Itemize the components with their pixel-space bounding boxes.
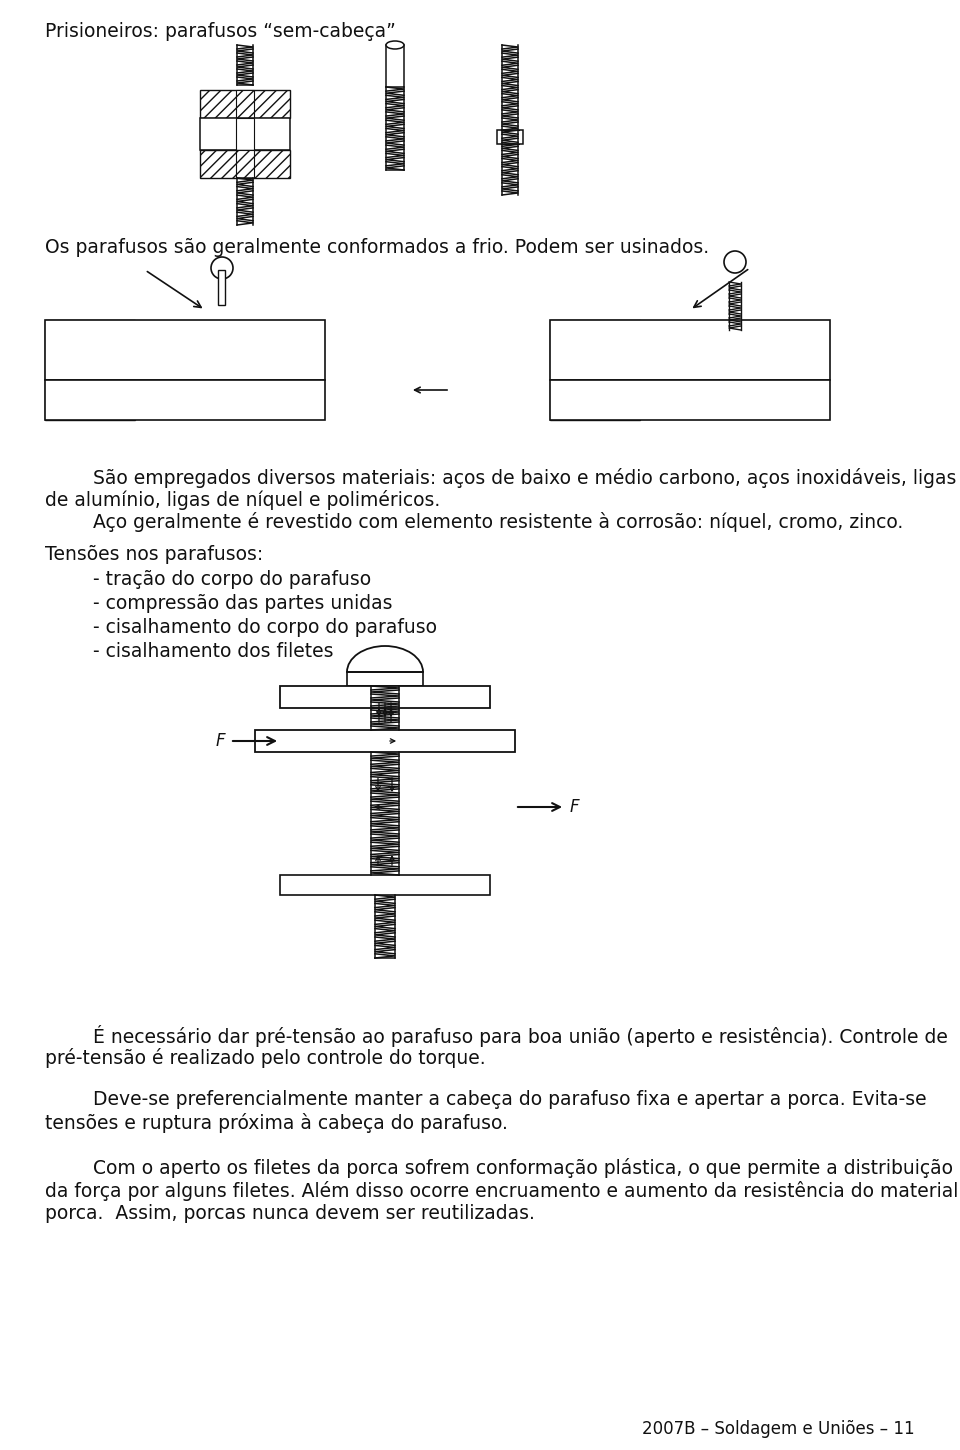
- Text: Aço geralmente é revestido com elemento resistente à corrosão: níquel, cromo, zi: Aço geralmente é revestido com elemento …: [45, 512, 903, 532]
- Text: Com o aperto os filetes da porca sofrem conformação plástica, o que permite a di: Com o aperto os filetes da porca sofrem …: [45, 1159, 953, 1177]
- Text: da força por alguns filetes. Além disso ocorre encruamento e aumento da resistên: da força por alguns filetes. Além disso …: [45, 1180, 960, 1201]
- Text: porca.  Assim, porcas nunca devem ser reutilizadas.: porca. Assim, porcas nunca devem ser reu…: [45, 1204, 535, 1222]
- Bar: [218, 270, 225, 304]
- Text: - tração do corpo do parafuso: - tração do corpo do parafuso: [45, 570, 372, 589]
- Bar: [550, 320, 640, 380]
- Text: Prisioneiros: parafusos “sem-cabeça”: Prisioneiros: parafusos “sem-cabeça”: [45, 22, 396, 41]
- Text: - cisalhamento do corpo do parafuso: - cisalhamento do corpo do parafuso: [45, 618, 437, 637]
- Text: - cisalhamento dos filetes: - cisalhamento dos filetes: [45, 642, 333, 661]
- Bar: [236, 149, 254, 178]
- Bar: [255, 729, 515, 753]
- Text: É necessário dar pré-tensão ao parafuso para boa união (aperto e resistência). C: É necessário dar pré-tensão ao parafuso …: [45, 1025, 948, 1047]
- Bar: [236, 90, 254, 117]
- Bar: [45, 380, 325, 420]
- Text: tensões e ruptura próxima à cabeça do parafuso.: tensões e ruptura próxima à cabeça do pa…: [45, 1114, 508, 1132]
- Bar: [45, 380, 135, 420]
- Text: Tensões nos parafusos:: Tensões nos parafusos:: [45, 545, 263, 564]
- Text: F: F: [215, 732, 225, 750]
- Bar: [386, 45, 404, 87]
- Text: - compressão das partes unidas: - compressão das partes unidas: [45, 594, 393, 613]
- Bar: [200, 149, 290, 178]
- Bar: [280, 874, 490, 895]
- Text: pré-tensão é realizado pelo controle do torque.: pré-tensão é realizado pelo controle do …: [45, 1048, 486, 1069]
- Text: de alumínio, ligas de níquel e poliméricos.: de alumínio, ligas de níquel e poliméric…: [45, 490, 441, 510]
- Ellipse shape: [211, 257, 233, 278]
- Bar: [550, 320, 830, 380]
- Bar: [497, 130, 523, 144]
- Text: F: F: [570, 798, 580, 816]
- Bar: [236, 117, 254, 149]
- Text: Os parafusos são geralmente conformados a frio. Podem ser usinados.: Os parafusos são geralmente conformados …: [45, 238, 709, 257]
- Bar: [550, 380, 830, 420]
- Bar: [280, 686, 490, 708]
- Ellipse shape: [724, 251, 746, 273]
- Bar: [200, 117, 290, 149]
- Text: São empregados diversos materiais: aços de baixo e médio carbono, aços inoxidáve: São empregados diversos materiais: aços …: [45, 468, 956, 489]
- Bar: [45, 320, 135, 380]
- Bar: [347, 671, 423, 686]
- Bar: [550, 380, 640, 420]
- Text: Deve-se preferencialmente manter a cabeça do parafuso fixa e apertar a porca. Ev: Deve-se preferencialmente manter a cabeç…: [45, 1090, 926, 1109]
- Text: 2007B – Soldagem e Uniões – 11: 2007B – Soldagem e Uniões – 11: [642, 1420, 915, 1438]
- Bar: [200, 90, 290, 117]
- Ellipse shape: [386, 41, 404, 49]
- Bar: [45, 320, 325, 380]
